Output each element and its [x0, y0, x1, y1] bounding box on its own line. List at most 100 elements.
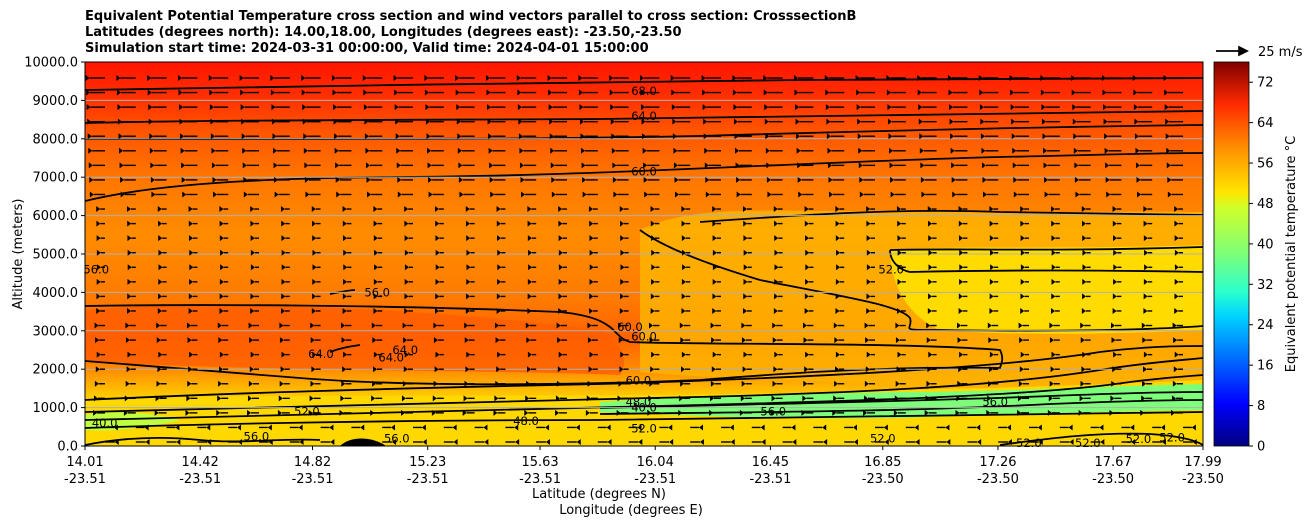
wind-vector-head — [1161, 424, 1166, 431]
wind-vector-head — [212, 176, 217, 183]
wind-vector-head — [735, 147, 740, 154]
wind-vector-head — [211, 162, 216, 169]
wind-vector-head — [772, 322, 777, 329]
wind-vector-head — [373, 351, 378, 358]
x-axis-label-2: Longitude (degrees E) — [559, 503, 703, 518]
wind-vector-head — [859, 176, 864, 183]
wind-vector-head — [959, 235, 964, 242]
field-low-green-left — [85, 412, 180, 431]
wind-vector-head — [87, 118, 92, 125]
wind-vector-head — [1017, 409, 1022, 416]
wind-vector-head — [340, 395, 345, 402]
wind-vector-head — [1165, 133, 1170, 140]
colorbar-tick-label: 0 — [1257, 440, 1265, 455]
wind-vector-head — [1167, 176, 1172, 183]
wind-vector-head — [736, 191, 741, 198]
wind-vector-head — [549, 118, 554, 125]
wind-vector-head — [864, 322, 869, 329]
wind-vector-head — [311, 206, 316, 213]
wind-vector-head — [795, 104, 800, 111]
wind-vector-head — [250, 249, 255, 256]
wind-vector-head — [804, 293, 809, 300]
wind-vector-head — [242, 162, 247, 169]
wind-vector-head — [743, 220, 748, 227]
wind-vector-head — [743, 264, 748, 271]
wind-vector-head — [1049, 337, 1054, 344]
wind-vector-head — [1044, 176, 1049, 183]
wind-vector-head — [372, 337, 377, 344]
wind-vector-head — [1082, 293, 1087, 300]
wind-vector-head — [1019, 366, 1024, 373]
wind-vector-head — [497, 235, 502, 242]
wind-vector-head — [730, 439, 735, 445]
wind-vector-head — [587, 380, 592, 387]
wind-vector-head — [612, 176, 617, 183]
wind-vector-head — [1171, 395, 1176, 402]
wind-vector-head — [334, 133, 339, 140]
contour-line — [85, 411, 1203, 429]
wind-vector-head — [1110, 395, 1115, 402]
y-axis-label: Altitude (meters) — [11, 199, 26, 310]
wind-vector-head — [712, 264, 717, 271]
wind-vector-head — [956, 395, 961, 402]
wind-vector-head — [1112, 366, 1117, 373]
wind-vector-head — [826, 118, 831, 125]
title-line-2: Latitudes (degrees north): 14.00,18.00, … — [85, 25, 682, 40]
y-tick-label: 6000.0 — [33, 209, 79, 224]
wind-vector-head — [607, 439, 612, 445]
wind-vector-head — [709, 409, 714, 416]
wind-vector-head — [218, 337, 223, 344]
wind-vector-head — [897, 249, 902, 256]
wind-vector-head — [828, 176, 833, 183]
wind-vector-head — [186, 395, 191, 402]
wind-vector-head — [391, 424, 396, 431]
wind-vector-head — [886, 89, 891, 96]
wind-vector-head — [1174, 351, 1179, 358]
wind-vector-head — [857, 118, 862, 125]
wind-vector-head — [611, 133, 616, 140]
contour-line — [599, 391, 1203, 409]
wind-vector-head — [866, 249, 871, 256]
wind-vector-head — [329, 424, 334, 431]
wind-vector-head — [156, 322, 161, 329]
wind-vector-head — [125, 380, 130, 387]
wind-vector-head — [149, 133, 154, 140]
colorbar-tick-label: 16 — [1257, 359, 1274, 374]
contour-label: 52.0 — [294, 404, 320, 418]
wind-vector-head — [157, 366, 162, 373]
wind-vector-head — [127, 249, 132, 256]
wind-vector-head — [712, 235, 717, 242]
wind-vector-head — [335, 162, 340, 169]
wind-vector-head — [178, 89, 183, 96]
wind-vector-head — [547, 75, 552, 81]
wind-vector-head — [271, 118, 276, 125]
title-line-1: Equivalent Potential Temperature cross s… — [85, 9, 857, 24]
wind-vector-head — [281, 235, 286, 242]
wind-vector-head — [1020, 206, 1025, 213]
wind-vector-head — [273, 147, 278, 154]
wind-vector-head — [1018, 380, 1023, 387]
wind-vector-head — [525, 395, 530, 402]
wind-vector-head — [298, 424, 303, 431]
wind-vector-head — [1163, 75, 1168, 81]
wind-vector-head — [798, 191, 803, 198]
y-axis: 0.0 1000.0 2000.0 3000.0 4000.0 5000.0 6000.0 7… — [24, 56, 85, 455]
wind-vector-head — [1082, 264, 1087, 271]
wind-vector-head — [773, 307, 778, 314]
wind-vector-head — [497, 249, 502, 256]
wind-vector-head — [976, 424, 981, 431]
wind-vector-head — [641, 104, 646, 111]
wind-vector-head — [925, 395, 930, 402]
wind-vector-head — [466, 278, 471, 285]
wind-vector-head — [949, 118, 954, 125]
colorbar — [1213, 61, 1250, 447]
wind-vector-head — [703, 118, 708, 125]
wind-vector-head — [96, 264, 101, 271]
wind-vector-head — [1010, 89, 1015, 96]
wind-vector-head — [712, 278, 717, 285]
wind-vector-head — [644, 191, 649, 198]
wind-vector-head — [866, 293, 871, 300]
wind-vector-head — [311, 366, 316, 373]
wind-vector-head — [239, 75, 244, 81]
wind-vector-head — [959, 264, 964, 271]
